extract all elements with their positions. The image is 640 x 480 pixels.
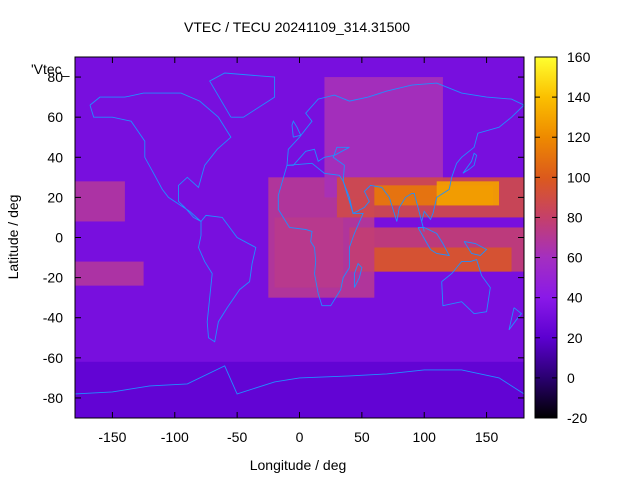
coastline	[463, 241, 488, 256]
colorbar-tick-label: 40	[567, 290, 583, 306]
x-axis: -150 -100 -50 0 50 100 150	[98, 57, 498, 445]
x-tick-label: 150	[475, 429, 499, 445]
colorbar-axis: -20 0 20 40 60 80 100 120 140 160	[535, 49, 591, 426]
coastline	[209, 72, 276, 118]
x-axis-label: Longitude / deg	[250, 457, 347, 473]
colorbar-tick-label: -20	[567, 410, 587, 426]
coastline	[508, 307, 523, 331]
coastline	[198, 214, 257, 343]
y-tick-label: -20	[43, 270, 63, 286]
y-axis: -80 -60 -40 -20 0 20 40 60 80	[43, 69, 524, 406]
heatmap-region	[274, 217, 344, 288]
colorbar-tick-label: 140	[567, 89, 591, 105]
x-tick-label: 50	[354, 429, 370, 445]
x-tick-label: -100	[161, 429, 189, 445]
colorbar-tick-label: 120	[567, 129, 591, 145]
y-tick-label: -60	[43, 350, 63, 366]
coastline	[286, 82, 525, 232]
y-tick-label: 0	[55, 230, 63, 246]
colorbar-tick-label: 80	[567, 209, 583, 225]
coastline	[291, 120, 302, 138]
colorbar-tick-label: 60	[567, 250, 583, 266]
y-tick-label: -80	[43, 390, 63, 406]
key-label: 'Vtec_	[31, 61, 70, 77]
colorbar-tick-label: 20	[567, 330, 583, 346]
coastline	[74, 365, 525, 395]
colorbar-tick-label: 160	[567, 49, 591, 65]
y-axis-label: Latitude / deg	[5, 195, 21, 280]
y-tick-label: 80	[47, 69, 63, 85]
y-tick-label: 40	[47, 149, 63, 165]
colorbar-tick-label: 0	[567, 370, 575, 386]
colorbar	[534, 56, 558, 419]
plot-area	[75, 57, 524, 418]
heatmap-region	[75, 261, 144, 286]
heatmap-region	[374, 247, 512, 272]
heatmap-region	[436, 181, 500, 206]
coastline	[353, 262, 363, 288]
x-tick-label: -150	[98, 429, 126, 445]
coastline	[462, 152, 478, 174]
y-tick-label: 60	[47, 109, 63, 125]
coastline	[441, 259, 491, 315]
coastline	[89, 92, 232, 222]
colorbar-tick-label: 100	[567, 169, 591, 185]
x-tick-label: 0	[296, 429, 304, 445]
heatmap-region	[75, 181, 125, 222]
x-tick-label: -50	[227, 429, 247, 445]
x-tick-label: 100	[413, 429, 437, 445]
y-tick-label: 20	[47, 189, 63, 205]
y-tick-label: -40	[43, 310, 63, 326]
coastlines	[74, 72, 525, 395]
chart-title: VTEC / TECU 20241109_314.31500	[184, 19, 410, 35]
heatmap-region	[75, 361, 524, 418]
coastline	[417, 227, 451, 257]
